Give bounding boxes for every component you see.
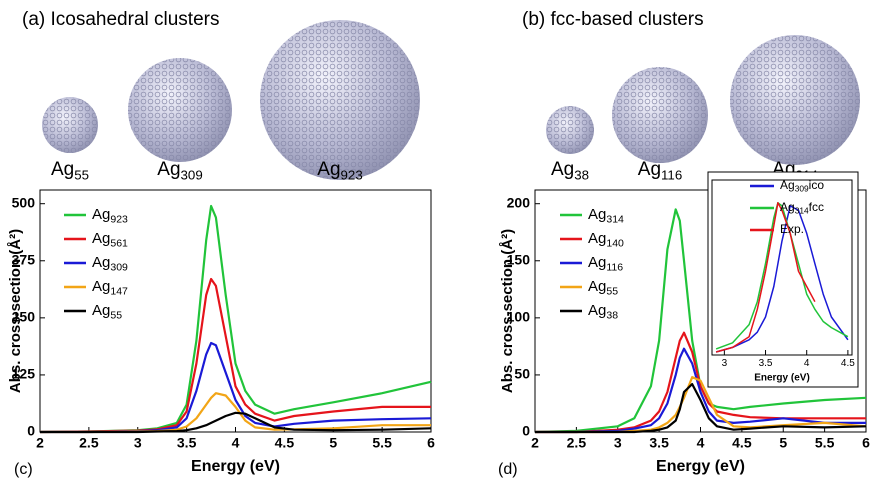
legend-label: Ag309ico — [780, 178, 824, 194]
y-tick-label: 150 — [507, 251, 531, 267]
y-tick-label: 125 — [12, 366, 36, 382]
x-axis-label: Energy (eV) — [754, 373, 810, 384]
x-tick-label: 4.5 — [841, 358, 855, 369]
panel-label: (c) — [14, 461, 33, 478]
x-tick-label: 3.5 — [649, 435, 669, 451]
x-tick-label: 3.5 — [759, 358, 773, 369]
x-tick-label: 2.5 — [79, 435, 99, 451]
series-line — [715, 202, 816, 353]
legend-label: Ag147 — [92, 278, 128, 297]
y-axis-label: Abs. cross-section (Å²) — [7, 229, 24, 393]
legend-label: Ag55 — [588, 278, 618, 297]
x-tick-label: 3 — [134, 435, 142, 451]
x-tick-label: 3.5 — [177, 435, 197, 451]
series-line — [535, 347, 866, 434]
x-tick-label: 3 — [722, 358, 728, 369]
x-axis-label: Energy (eV) — [656, 458, 745, 475]
series-line — [535, 383, 867, 434]
legend-label: Ag55 — [92, 302, 122, 321]
cluster-label: Ag55 — [51, 159, 89, 182]
x-tick-label: 5.5 — [372, 435, 392, 451]
legend-label: Ag140 — [588, 230, 624, 249]
x-tick-label: 6 — [862, 435, 870, 451]
y-tick-label: 0 — [27, 423, 35, 439]
series-line — [535, 331, 866, 434]
x-tick-label: 4.5 — [732, 435, 752, 451]
x-tick-label: 5 — [779, 435, 787, 451]
y-tick-label: 250 — [12, 309, 36, 325]
y-tick-label: 200 — [507, 194, 531, 210]
x-tick-label: 6 — [427, 435, 435, 451]
y-tick-label: 375 — [12, 251, 36, 267]
x-tick-label: 4 — [804, 358, 810, 369]
x-tick-label: 3 — [614, 435, 622, 451]
cluster-label: Ag309 — [157, 159, 202, 182]
cluster-label: Ag38 — [551, 159, 589, 182]
series-line — [715, 205, 849, 353]
panel-title: (a) Icosahedral clusters — [22, 9, 219, 30]
y-tick-label: 0 — [522, 423, 530, 439]
panel-title: (b) fcc-based clusters — [522, 9, 704, 30]
legend-label: Ag923 — [92, 206, 128, 225]
cluster-label: Ag116 — [638, 159, 682, 182]
legend-label: Ag309 — [92, 254, 128, 273]
y-tick-label: 500 — [12, 194, 36, 210]
x-tick-label: 5 — [329, 435, 337, 451]
legend-label: Ag314fcc — [780, 200, 824, 216]
cluster-images — [42, 20, 860, 180]
x-tick-label: 5.5 — [815, 435, 835, 451]
plot-frame — [711, 179, 853, 356]
legend-label: Ag116 — [588, 254, 623, 273]
x-tick-label: 2 — [36, 435, 44, 451]
legend-label: Exp. — [780, 222, 804, 236]
x-tick-label: 2 — [531, 435, 539, 451]
x-tick-label: 4 — [697, 435, 705, 451]
x-tick-label: 4.5 — [275, 435, 295, 451]
cluster-label: Ag923 — [317, 159, 362, 182]
x-axis-label: Energy (eV) — [191, 458, 280, 475]
series-line — [40, 411, 432, 434]
x-tick-label: 4 — [232, 435, 240, 451]
panel-label: (d) — [498, 461, 518, 478]
legend-label: Ag38 — [588, 302, 618, 321]
y-tick-label: 50 — [514, 366, 530, 382]
series-line — [715, 202, 849, 350]
legend-label: Ag314 — [588, 206, 624, 225]
legend-label: Ag561 — [92, 230, 128, 249]
y-tick-label: 100 — [507, 309, 531, 325]
series-line — [534, 208, 867, 434]
x-tick-label: 2.5 — [567, 435, 587, 451]
y-axis-label: Abs. cross-section (Å²) — [499, 229, 516, 393]
